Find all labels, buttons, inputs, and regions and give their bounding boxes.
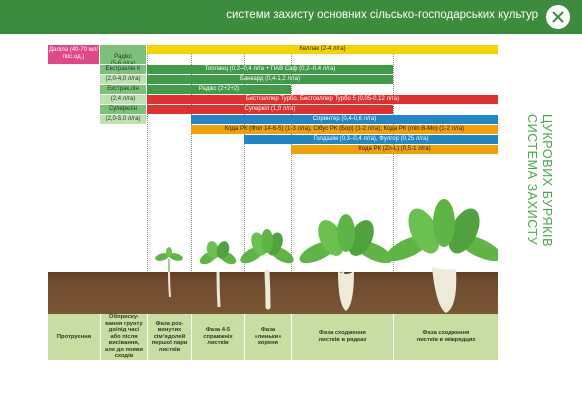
dalila-cell: Даліла (40-70 мл/пос.од.) (48, 45, 99, 64)
phase-separator (147, 45, 148, 313)
bar-bankard: Банкард (0,4-1,2 л/га) (147, 75, 393, 84)
stage-interrows-closing: Фаза сходження листків в міжрядцях (393, 314, 498, 360)
stage-cotyledons: Фаза роз- винутих сім’ядолей першої пари… (147, 314, 191, 360)
growth-stages-row: Протруєння Обприску- вання грунту до/під… (48, 314, 498, 360)
stage-4-5-leaves: Фаза 4-5 справжніх листків (191, 314, 244, 360)
superklin-rate-cell: (2,0-5,0 л/га) (100, 115, 146, 124)
bar-toplants: Топланц (0,2–0,4 л/га + ПАВ Саф (0,2–0,4… (147, 65, 393, 74)
bar-bestseller: Бестселлер Турбо, Бестселлер Турбо 5 (0,… (147, 95, 498, 104)
bar-koda-fol: Кода РК (Фол 14-6-5) (1-3 л/га), Сібус Р… (191, 125, 498, 134)
phase-separator (291, 45, 292, 313)
ekstraklin-k-cell: Екстраклін К (100, 65, 146, 74)
header-title: системи захисту основних сільсько-господ… (226, 9, 538, 21)
header-bar: системи захисту основних сільсько-господ… (0, 0, 582, 34)
ekstraklin-cell: Екстрак.лін (100, 85, 146, 94)
protection-chart: Даліла (40-70 мл/пос.од.) Радікс (5-6 л/… (48, 45, 498, 360)
side-title-line1: СИСТЕМА ЗАХИСТУ (525, 114, 539, 245)
bar-superkil: Суперкіл (1,0 л/га) (147, 105, 393, 114)
side-title-line2: ЦУКРОВИХ БУРЯКІВ (540, 114, 554, 247)
side-title: СИСТЕМА ЗАХИСТУ ЦУКРОВИХ БУРЯКІВ (512, 112, 564, 272)
phase-separator (191, 45, 192, 313)
bar-sprinter: Спринтер (0,4-0,6 л/га) (191, 115, 498, 124)
stage-seed-treatment: Протруєння (56, 333, 92, 340)
phase-separator (393, 45, 394, 313)
superklin-cell: Суперклін (100, 105, 146, 114)
phase-separator (244, 45, 245, 313)
bar-koda-zn: Кода РК (Zn-L) (0,5-1 л/га) (291, 145, 498, 154)
bar-goldazim: Голдазім (0,3–0,4 л/га), Фулгор (0,25 л/… (244, 135, 498, 144)
radiks-cell: Радікс (5-6 л/га) (100, 45, 146, 64)
bar-radiks: Радікс (2+2+2) (147, 85, 291, 94)
ekstraklin-k-rate-cell: (2,0-4,0 л/га) (100, 75, 146, 84)
brand-logo-icon (546, 5, 570, 29)
stage-soil-spraying: Обприску- вання грунту до/під час/ або п… (100, 314, 147, 360)
soil-band (48, 272, 498, 314)
stage-rows-closing: Фаза сходження листків в рядках (291, 314, 393, 360)
ekstraklin-rate-cell: (2,4 л/га) (100, 95, 146, 104)
stage-root-molting: Фаза «линьки» кореня (244, 314, 291, 360)
bar-kellak: Келлак (2-4 л/га) (147, 45, 498, 54)
